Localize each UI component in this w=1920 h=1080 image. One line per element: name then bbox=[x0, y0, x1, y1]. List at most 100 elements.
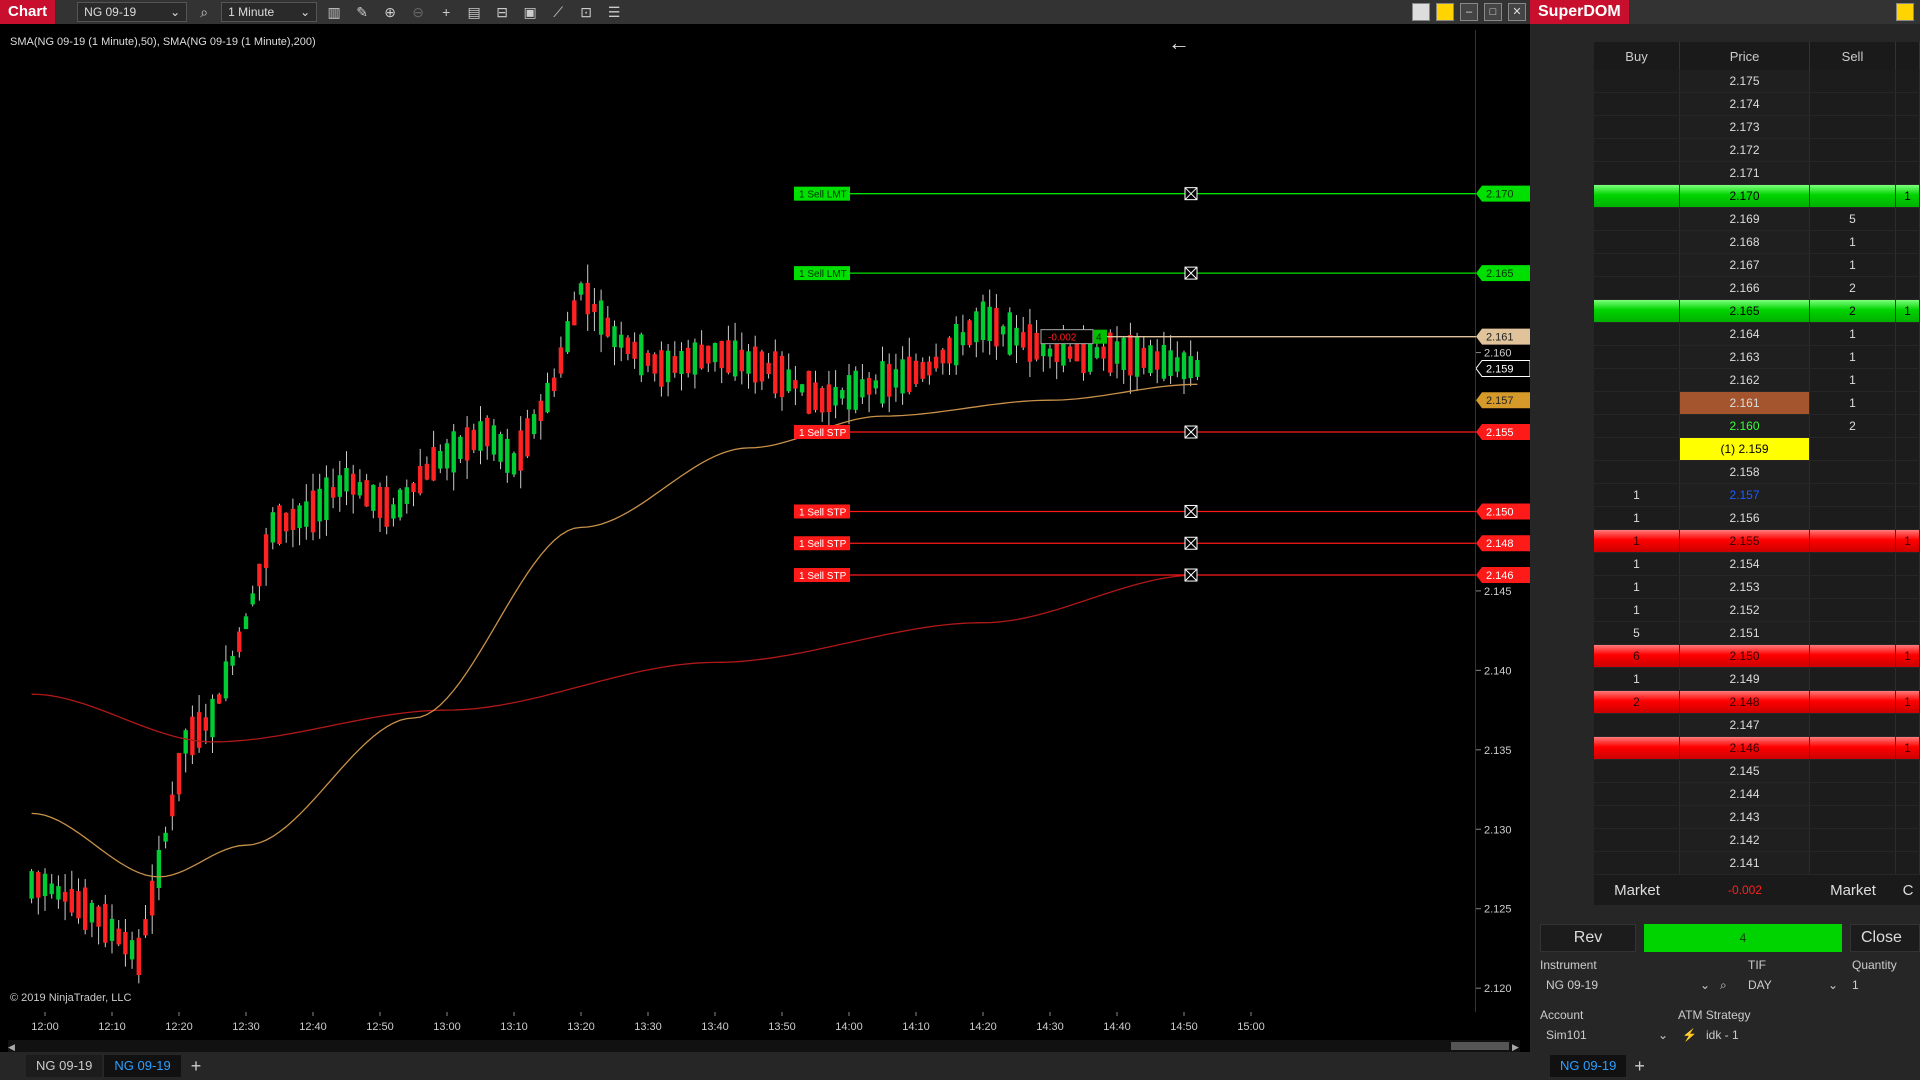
price-cell[interactable]: 2.148 bbox=[1680, 691, 1810, 713]
price-cell[interactable]: 2.173 bbox=[1680, 116, 1810, 138]
price-cell[interactable]: 2.163 bbox=[1680, 346, 1810, 368]
dom-row[interactable]: 2.168 1 bbox=[1594, 231, 1920, 254]
price-cell[interactable]: 2.167 bbox=[1680, 254, 1810, 276]
extra-cell[interactable] bbox=[1896, 415, 1920, 437]
interval-selector[interactable]: 1 Minute ⌄ bbox=[221, 2, 318, 22]
buy-cell[interactable] bbox=[1594, 829, 1680, 851]
minimize-icon[interactable]: – bbox=[1460, 3, 1478, 21]
sell-cell[interactable]: 1 bbox=[1810, 346, 1896, 368]
price-cell[interactable]: 2.142 bbox=[1680, 829, 1810, 851]
dom-row[interactable]: 2 2.148 1 bbox=[1594, 691, 1920, 714]
dom-row[interactable]: 1 2.156 bbox=[1594, 507, 1920, 530]
sell-cell[interactable] bbox=[1810, 461, 1896, 483]
chevron-down-icon[interactable]: ⌄ bbox=[1700, 978, 1711, 992]
sell-cell[interactable] bbox=[1810, 530, 1896, 552]
sell-cell[interactable] bbox=[1810, 93, 1896, 115]
buy-cell[interactable] bbox=[1594, 714, 1680, 736]
sell-cell[interactable] bbox=[1810, 162, 1896, 184]
zoom-in-icon[interactable]: ⊕ bbox=[384, 4, 397, 20]
price-cell[interactable]: 2.171 bbox=[1680, 162, 1810, 184]
sell-cell[interactable] bbox=[1810, 553, 1896, 575]
account-select[interactable]: Sim101 bbox=[1546, 1028, 1587, 1042]
scroll-thumb[interactable] bbox=[1451, 1042, 1509, 1050]
dom-ladder[interactable]: Buy Price Sell 2.175 2.174 2.173 2.172 2.171… bbox=[1594, 42, 1920, 905]
lightning-icon[interactable]: ⚡ bbox=[1682, 1028, 1697, 1042]
properties-icon[interactable]: ▤ bbox=[467, 4, 481, 20]
search-icon[interactable]: ⌕ bbox=[1720, 977, 1727, 992]
buy-cell[interactable] bbox=[1594, 139, 1680, 161]
buy-cell[interactable]: 5 bbox=[1594, 622, 1680, 644]
extra-cell[interactable] bbox=[1896, 70, 1920, 92]
back-arrow-icon[interactable]: ← bbox=[1168, 30, 1190, 55]
buy-cell[interactable] bbox=[1594, 162, 1680, 184]
extra-cell[interactable] bbox=[1896, 714, 1920, 736]
sell-cell[interactable]: 1 bbox=[1810, 392, 1896, 414]
extra-cell[interactable] bbox=[1896, 622, 1920, 644]
extra-cell[interactable] bbox=[1896, 783, 1920, 805]
sell-cell[interactable] bbox=[1810, 806, 1896, 828]
scroll-left-icon[interactable]: ◀ bbox=[8, 1042, 15, 1052]
instrument-selector[interactable]: NG 09-19 ⌄ bbox=[77, 2, 188, 22]
price-cell[interactable]: 2.147 bbox=[1680, 714, 1810, 736]
extra-cell[interactable] bbox=[1896, 208, 1920, 230]
dom-row[interactable]: 2.143 bbox=[1594, 806, 1920, 829]
dom-row[interactable]: 2.171 bbox=[1594, 162, 1920, 185]
extra-cell[interactable]: 1 bbox=[1896, 530, 1920, 552]
dom-row[interactable]: 2.144 bbox=[1594, 783, 1920, 806]
price-cell[interactable]: 2.172 bbox=[1680, 139, 1810, 161]
extra-cell[interactable] bbox=[1896, 369, 1920, 391]
extra-cell[interactable]: 1 bbox=[1896, 300, 1920, 322]
dom-row[interactable]: 2.170 1 bbox=[1594, 185, 1920, 208]
dom-row[interactable]: 2.167 1 bbox=[1594, 254, 1920, 277]
sell-cell[interactable] bbox=[1810, 599, 1896, 621]
price-cell[interactable]: 2.141 bbox=[1680, 852, 1810, 874]
sell-cell[interactable] bbox=[1810, 668, 1896, 690]
price-cell[interactable]: 2.166 bbox=[1680, 277, 1810, 299]
sell-cell[interactable]: 2 bbox=[1810, 415, 1896, 437]
dom-row[interactable]: 2.165 2 1 bbox=[1594, 300, 1920, 323]
extra-cell[interactable] bbox=[1896, 668, 1920, 690]
sell-cell[interactable] bbox=[1810, 622, 1896, 644]
sell-cell[interactable] bbox=[1810, 70, 1896, 92]
price-cell[interactable]: 2.174 bbox=[1680, 93, 1810, 115]
dom-row[interactable]: 2.147 bbox=[1594, 714, 1920, 737]
extra-cell[interactable] bbox=[1896, 116, 1920, 138]
data-box-icon[interactable]: ▣ bbox=[523, 4, 537, 20]
chevron-down-icon[interactable]: ⌄ bbox=[1658, 1028, 1669, 1042]
template-icon[interactable]: ⊟ bbox=[496, 4, 509, 20]
buy-cell[interactable] bbox=[1594, 760, 1680, 782]
dom-row[interactable]: 2.162 1 bbox=[1594, 369, 1920, 392]
sell-cell[interactable] bbox=[1810, 829, 1896, 851]
buy-cell[interactable] bbox=[1594, 300, 1680, 322]
footer-extra[interactable]: C bbox=[1896, 875, 1920, 905]
buy-cell[interactable]: 1 bbox=[1594, 576, 1680, 598]
sell-cell[interactable] bbox=[1810, 645, 1896, 667]
close-button[interactable]: Close bbox=[1850, 924, 1920, 952]
price-cell[interactable]: 2.149 bbox=[1680, 668, 1810, 690]
price-cell[interactable]: 2.164 bbox=[1680, 323, 1810, 345]
buy-market-button[interactable]: Market bbox=[1594, 875, 1680, 905]
extra-cell[interactable] bbox=[1896, 139, 1920, 161]
extra-cell[interactable] bbox=[1896, 484, 1920, 506]
sell-cell[interactable]: 2 bbox=[1810, 277, 1896, 299]
draw-icon[interactable]: ✎ bbox=[356, 4, 369, 20]
price-cell[interactable]: 2.161 bbox=[1680, 392, 1810, 414]
dom-row[interactable]: 2.146 1 bbox=[1594, 737, 1920, 760]
dom-row[interactable]: (1) 2.159 bbox=[1594, 438, 1920, 461]
extra-cell[interactable] bbox=[1896, 438, 1920, 460]
buy-cell[interactable] bbox=[1594, 369, 1680, 391]
atm-strategy-select[interactable]: idk - 1 bbox=[1706, 1028, 1739, 1042]
extra-cell[interactable] bbox=[1896, 254, 1920, 276]
price-cell[interactable]: 2.160 bbox=[1680, 415, 1810, 437]
price-cell[interactable]: 2.154 bbox=[1680, 553, 1810, 575]
price-cell[interactable]: 2.168 bbox=[1680, 231, 1810, 253]
buy-cell[interactable] bbox=[1594, 783, 1680, 805]
extra-cell[interactable] bbox=[1896, 599, 1920, 621]
buy-cell[interactable]: 1 bbox=[1594, 484, 1680, 506]
sell-cell[interactable] bbox=[1810, 507, 1896, 529]
buy-cell[interactable] bbox=[1594, 254, 1680, 276]
zoom-out-icon[interactable]: ⊖ bbox=[412, 4, 425, 20]
sell-cell[interactable] bbox=[1810, 185, 1896, 207]
dom-row[interactable]: 1 2.154 bbox=[1594, 553, 1920, 576]
indicator-icon[interactable]: ⊡ bbox=[580, 4, 593, 20]
